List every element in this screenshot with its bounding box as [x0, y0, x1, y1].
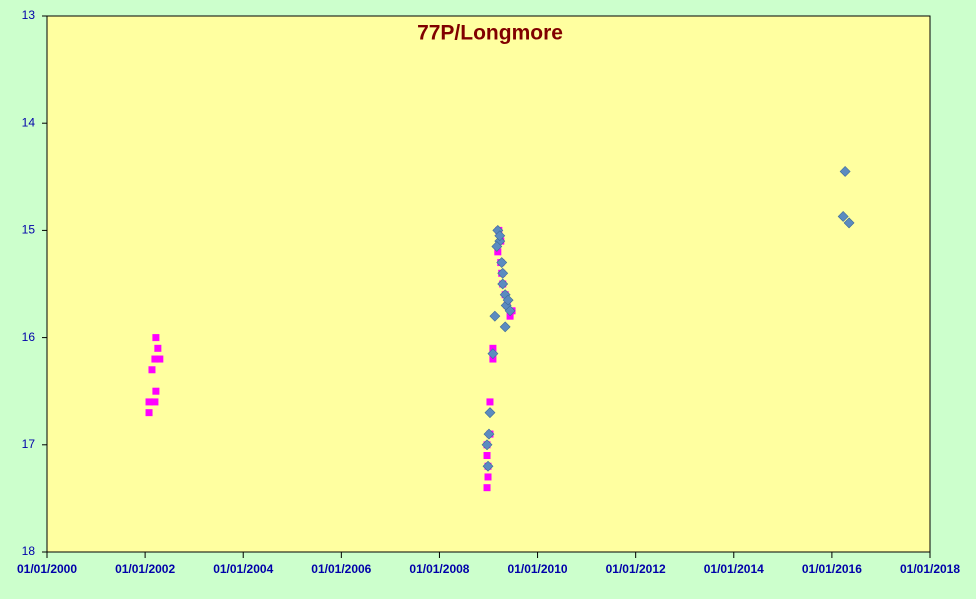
x-tick-label: 01/01/2012: [606, 562, 666, 576]
y-tick-label: 15: [22, 223, 36, 237]
data-point: [494, 248, 502, 256]
x-tick-label: 01/01/2018: [900, 562, 960, 576]
y-tick-label: 13: [22, 8, 36, 22]
data-point: [481, 439, 493, 451]
data-point: [484, 407, 496, 419]
data-point: [484, 473, 492, 481]
x-tick-label: 01/01/2004: [213, 562, 273, 576]
data-point: [487, 348, 499, 360]
data-point: [482, 460, 494, 472]
data-point: [499, 321, 511, 333]
data-point: [148, 366, 156, 374]
data-point: [486, 398, 494, 406]
x-tick-label: 01/01/2008: [409, 562, 469, 576]
plot-area: [46, 15, 931, 553]
data-point: [843, 217, 855, 229]
x-tick-label: 01/01/2002: [115, 562, 175, 576]
x-tick-label: 01/01/2006: [311, 562, 371, 576]
data-point: [483, 452, 491, 460]
data-point: [483, 428, 495, 440]
y-tick-label: 16: [22, 330, 36, 344]
data-point: [497, 278, 509, 290]
x-tick-label: 01/01/2014: [704, 562, 764, 576]
x-tick-label: 01/01/2010: [508, 562, 568, 576]
data-point: [152, 334, 160, 342]
data-point: [151, 355, 159, 363]
data-point: [839, 166, 851, 177]
data-point: [504, 305, 516, 317]
y-tick-label: 18: [22, 544, 36, 558]
data-point: [145, 398, 153, 406]
x-tick-label: 01/01/2016: [802, 562, 862, 576]
y-tick-label: 17: [22, 437, 36, 451]
chart-title: 77P/Longmore: [417, 22, 563, 45]
data-point: [837, 211, 849, 222]
data-point: [489, 310, 501, 322]
data-point: [152, 387, 160, 395]
data-point: [483, 484, 491, 492]
data-point: [151, 398, 159, 406]
data-point: [154, 344, 162, 352]
data-point: [497, 267, 509, 279]
data-point: [494, 230, 506, 242]
y-tick-label: 14: [22, 115, 36, 129]
data-point: [156, 355, 164, 363]
x-tick-label: 01/01/2000: [17, 562, 77, 576]
data-point: [502, 294, 514, 306]
data-point: [496, 257, 508, 268]
data-point: [491, 241, 503, 252]
data-point: [145, 409, 153, 417]
